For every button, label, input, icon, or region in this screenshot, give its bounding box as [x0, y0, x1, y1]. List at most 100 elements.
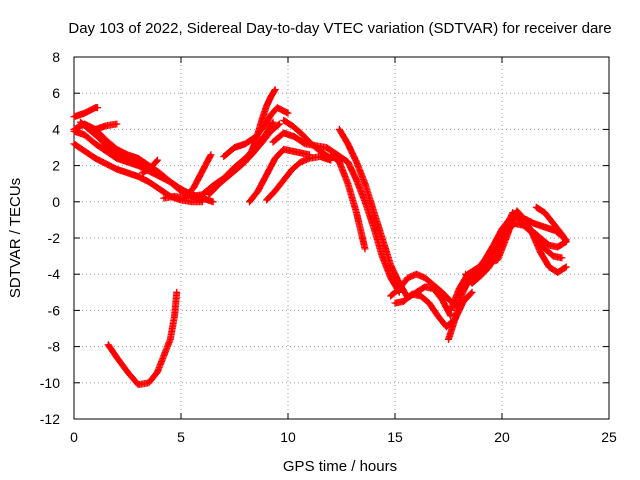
data-point [556, 271, 559, 274]
data-point [192, 186, 196, 189]
data-point [209, 153, 213, 156]
data-point [218, 182, 221, 185]
data-point [291, 124, 294, 127]
data-point [363, 247, 367, 251]
data-point [137, 164, 140, 167]
data-point [265, 198, 268, 202]
data-point [517, 213, 521, 216]
data-point [83, 133, 86, 137]
series-track-a [70, 104, 102, 121]
data-point [104, 139, 108, 142]
series-track-n [263, 153, 335, 204]
data-point [380, 236, 384, 240]
data-point [273, 157, 277, 160]
data-point [115, 122, 119, 126]
data-point [79, 120, 82, 124]
data-point [346, 142, 350, 146]
data-point [428, 301, 431, 305]
data-point [87, 128, 91, 131]
x-axis-label: GPS time / hours [283, 458, 397, 475]
data-point [201, 193, 204, 196]
data-point-markers [104, 288, 181, 389]
data-point [207, 193, 211, 196]
data-point [169, 180, 172, 184]
data-point [94, 128, 97, 131]
data-point [265, 104, 268, 108]
data-point [318, 155, 322, 158]
data-point [487, 265, 491, 269]
data-point [104, 149, 108, 153]
y-tick-label: -12 [40, 411, 60, 427]
data-point [201, 169, 204, 173]
data-point [556, 245, 559, 249]
data-point [423, 276, 427, 280]
data-point [158, 171, 161, 175]
data-point [282, 119, 285, 122]
data-point [107, 343, 110, 346]
data-point [547, 265, 551, 269]
x-tick-label: 25 [601, 429, 617, 445]
data-point [256, 189, 260, 193]
series-track-m [245, 145, 313, 206]
data-point [500, 227, 504, 231]
y-tick-label: 0 [52, 194, 60, 210]
data-point [363, 182, 367, 185]
y-tick-label: -8 [48, 339, 61, 355]
data-point [126, 370, 129, 374]
data-point [389, 276, 392, 280]
data-point [338, 128, 341, 131]
data-point [552, 254, 555, 258]
data-point [173, 314, 176, 318]
data-point [509, 216, 512, 220]
data-point [278, 122, 281, 126]
y-tick-label: -6 [48, 302, 61, 318]
data-point [137, 383, 140, 386]
data-point [308, 157, 311, 160]
x-tick-label: 20 [494, 429, 510, 445]
data-point [162, 196, 166, 200]
data-point [83, 149, 86, 153]
data-point [419, 294, 422, 298]
data-point [141, 171, 144, 175]
data-point [355, 211, 358, 214]
data-point [447, 338, 450, 341]
data-point [530, 231, 534, 234]
chart-title: Day 103 of 2022, Sidereal Day-to-day VTE… [68, 20, 611, 37]
data-point [273, 88, 277, 91]
data-point [479, 274, 482, 278]
data-point [466, 282, 469, 285]
data-point [107, 146, 110, 149]
data-point [449, 309, 452, 312]
data-point [269, 130, 273, 133]
series-track-r [327, 151, 369, 253]
x-tick-label: 10 [280, 429, 296, 445]
data-point [282, 131, 285, 135]
data-point [318, 149, 322, 153]
data-point [483, 258, 487, 261]
data-point [470, 291, 474, 294]
data-point [299, 160, 303, 164]
data-point [282, 178, 285, 182]
data-point [505, 229, 508, 232]
series-track-x [462, 220, 570, 287]
data-point [393, 301, 397, 305]
data-point-markers [70, 104, 102, 121]
data-point [299, 131, 303, 135]
data-point [273, 189, 277, 193]
data-point [276, 106, 279, 109]
data-point [269, 95, 273, 99]
data-point [372, 209, 375, 213]
data-point [149, 166, 153, 169]
data-point [156, 370, 159, 374]
data-point [380, 254, 384, 258]
data-point [389, 294, 392, 298]
data-point [229, 173, 232, 176]
data-point [104, 162, 108, 165]
data-point [261, 140, 264, 144]
data-series [70, 86, 570, 389]
data-point [190, 200, 193, 203]
data-point [560, 233, 564, 236]
x-tick-label: 15 [387, 429, 403, 445]
data-point [126, 171, 129, 175]
